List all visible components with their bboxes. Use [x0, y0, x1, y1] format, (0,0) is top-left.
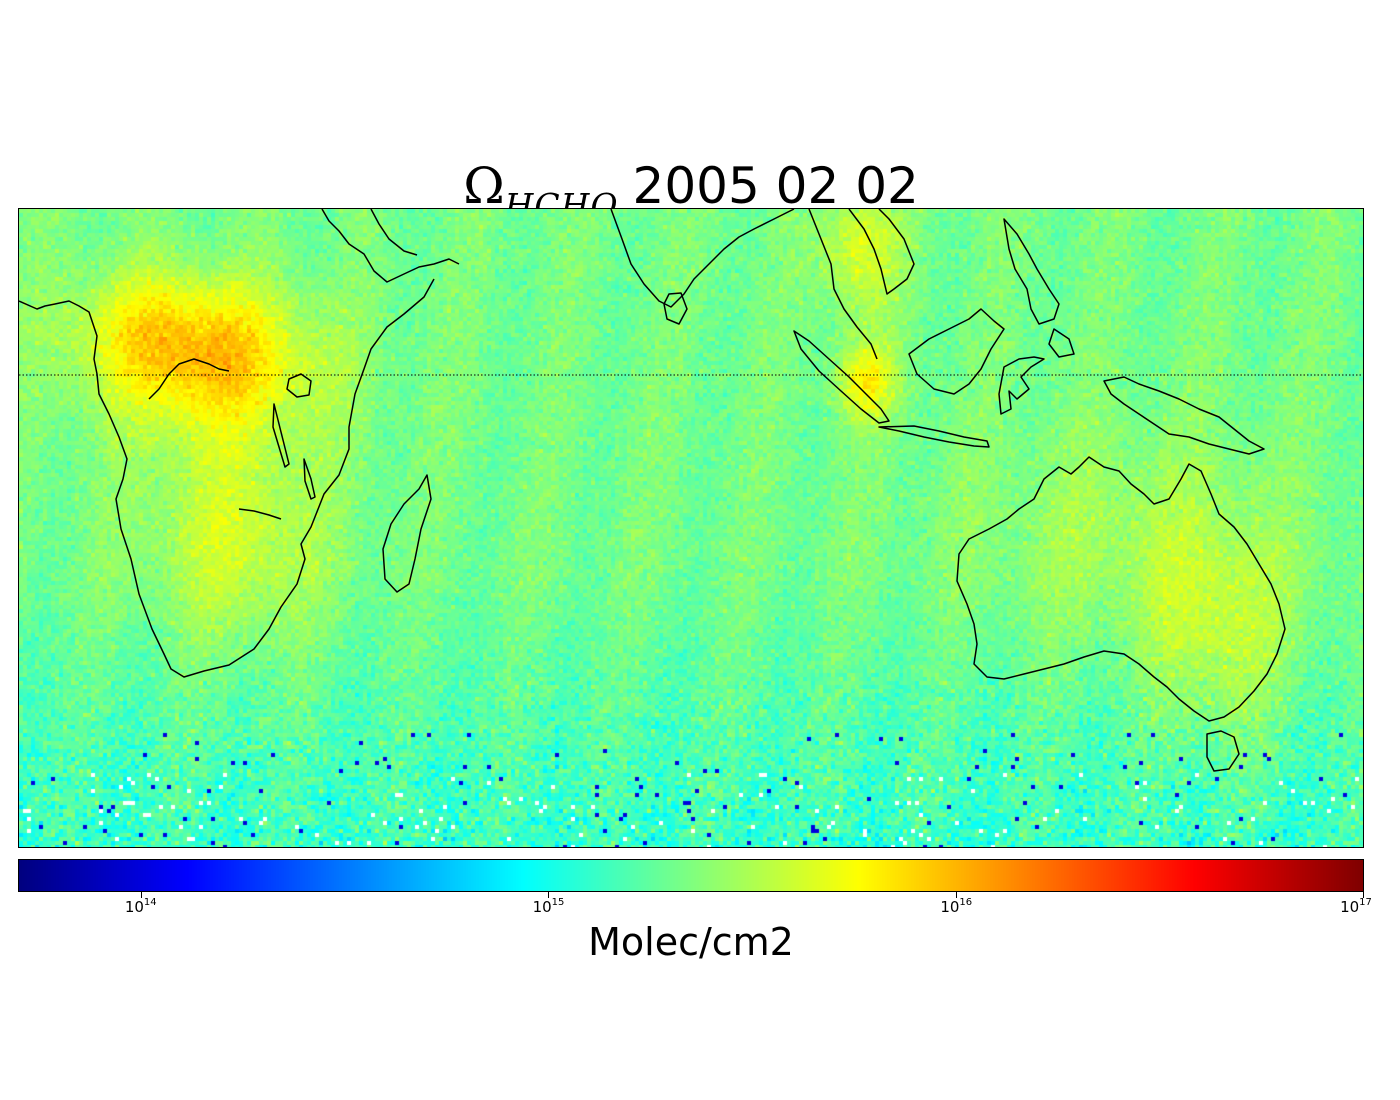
australia-coastline [956, 456, 1286, 722]
colorbar-tick-label: 1016 [940, 897, 972, 916]
india-coastline [610, 209, 795, 308]
java-coastline [878, 425, 990, 448]
borneo-coastline [908, 308, 1005, 395]
tick-base: 10 [940, 898, 960, 916]
madagascar-coastline [382, 474, 432, 593]
colorbar-label: Molec/cm2 [588, 920, 794, 964]
title-date: 2005 02 02 [632, 157, 919, 215]
colorbar-tick [956, 892, 958, 898]
arabia-coastline [321, 209, 460, 283]
lake-tanganyika-coastline [272, 403, 290, 468]
new-guinea-coastline [1103, 376, 1265, 455]
coastlines [19, 209, 1286, 772]
philippines-coastline [1003, 218, 1075, 358]
tasmania-coastline [1206, 730, 1240, 772]
tick-base: 10 [1340, 898, 1360, 916]
colorbar-tick [1363, 892, 1364, 898]
africa-coastline [19, 278, 435, 678]
tick-base: 10 [532, 898, 552, 916]
indochina-coastline [808, 209, 915, 360]
sri-lanka-coastline [663, 292, 688, 325]
colorbar [18, 859, 1364, 892]
congo-river [148, 358, 230, 400]
colorbar-tick [548, 892, 550, 898]
tick-exponent: 16 [959, 897, 973, 908]
colorbar-tick [140, 892, 142, 898]
colorbar-tick-label: 1017 [1340, 897, 1372, 916]
sulawesi-coastline [998, 356, 1045, 415]
tick-exponent: 14 [143, 897, 157, 908]
lake-victoria-coastline [286, 373, 312, 398]
map-title: ΩHCHO 2005 02 02 [0, 157, 1382, 225]
map-panel [18, 208, 1364, 848]
title-symbol: Ω [463, 157, 505, 215]
tick-base: 10 [124, 898, 144, 916]
colorbar-tick-label: 1015 [533, 897, 565, 916]
sumatra-coastline [793, 330, 890, 424]
map-overlay [19, 209, 1363, 772]
hcho-column-raster [19, 209, 1363, 847]
colorbar-tick-label: 1014 [125, 897, 157, 916]
tick-exponent: 15 [551, 897, 565, 908]
tick-exponent: 17 [1359, 897, 1372, 908]
zambezi-river [238, 508, 282, 520]
lake-malawi-coastline [303, 458, 316, 500]
